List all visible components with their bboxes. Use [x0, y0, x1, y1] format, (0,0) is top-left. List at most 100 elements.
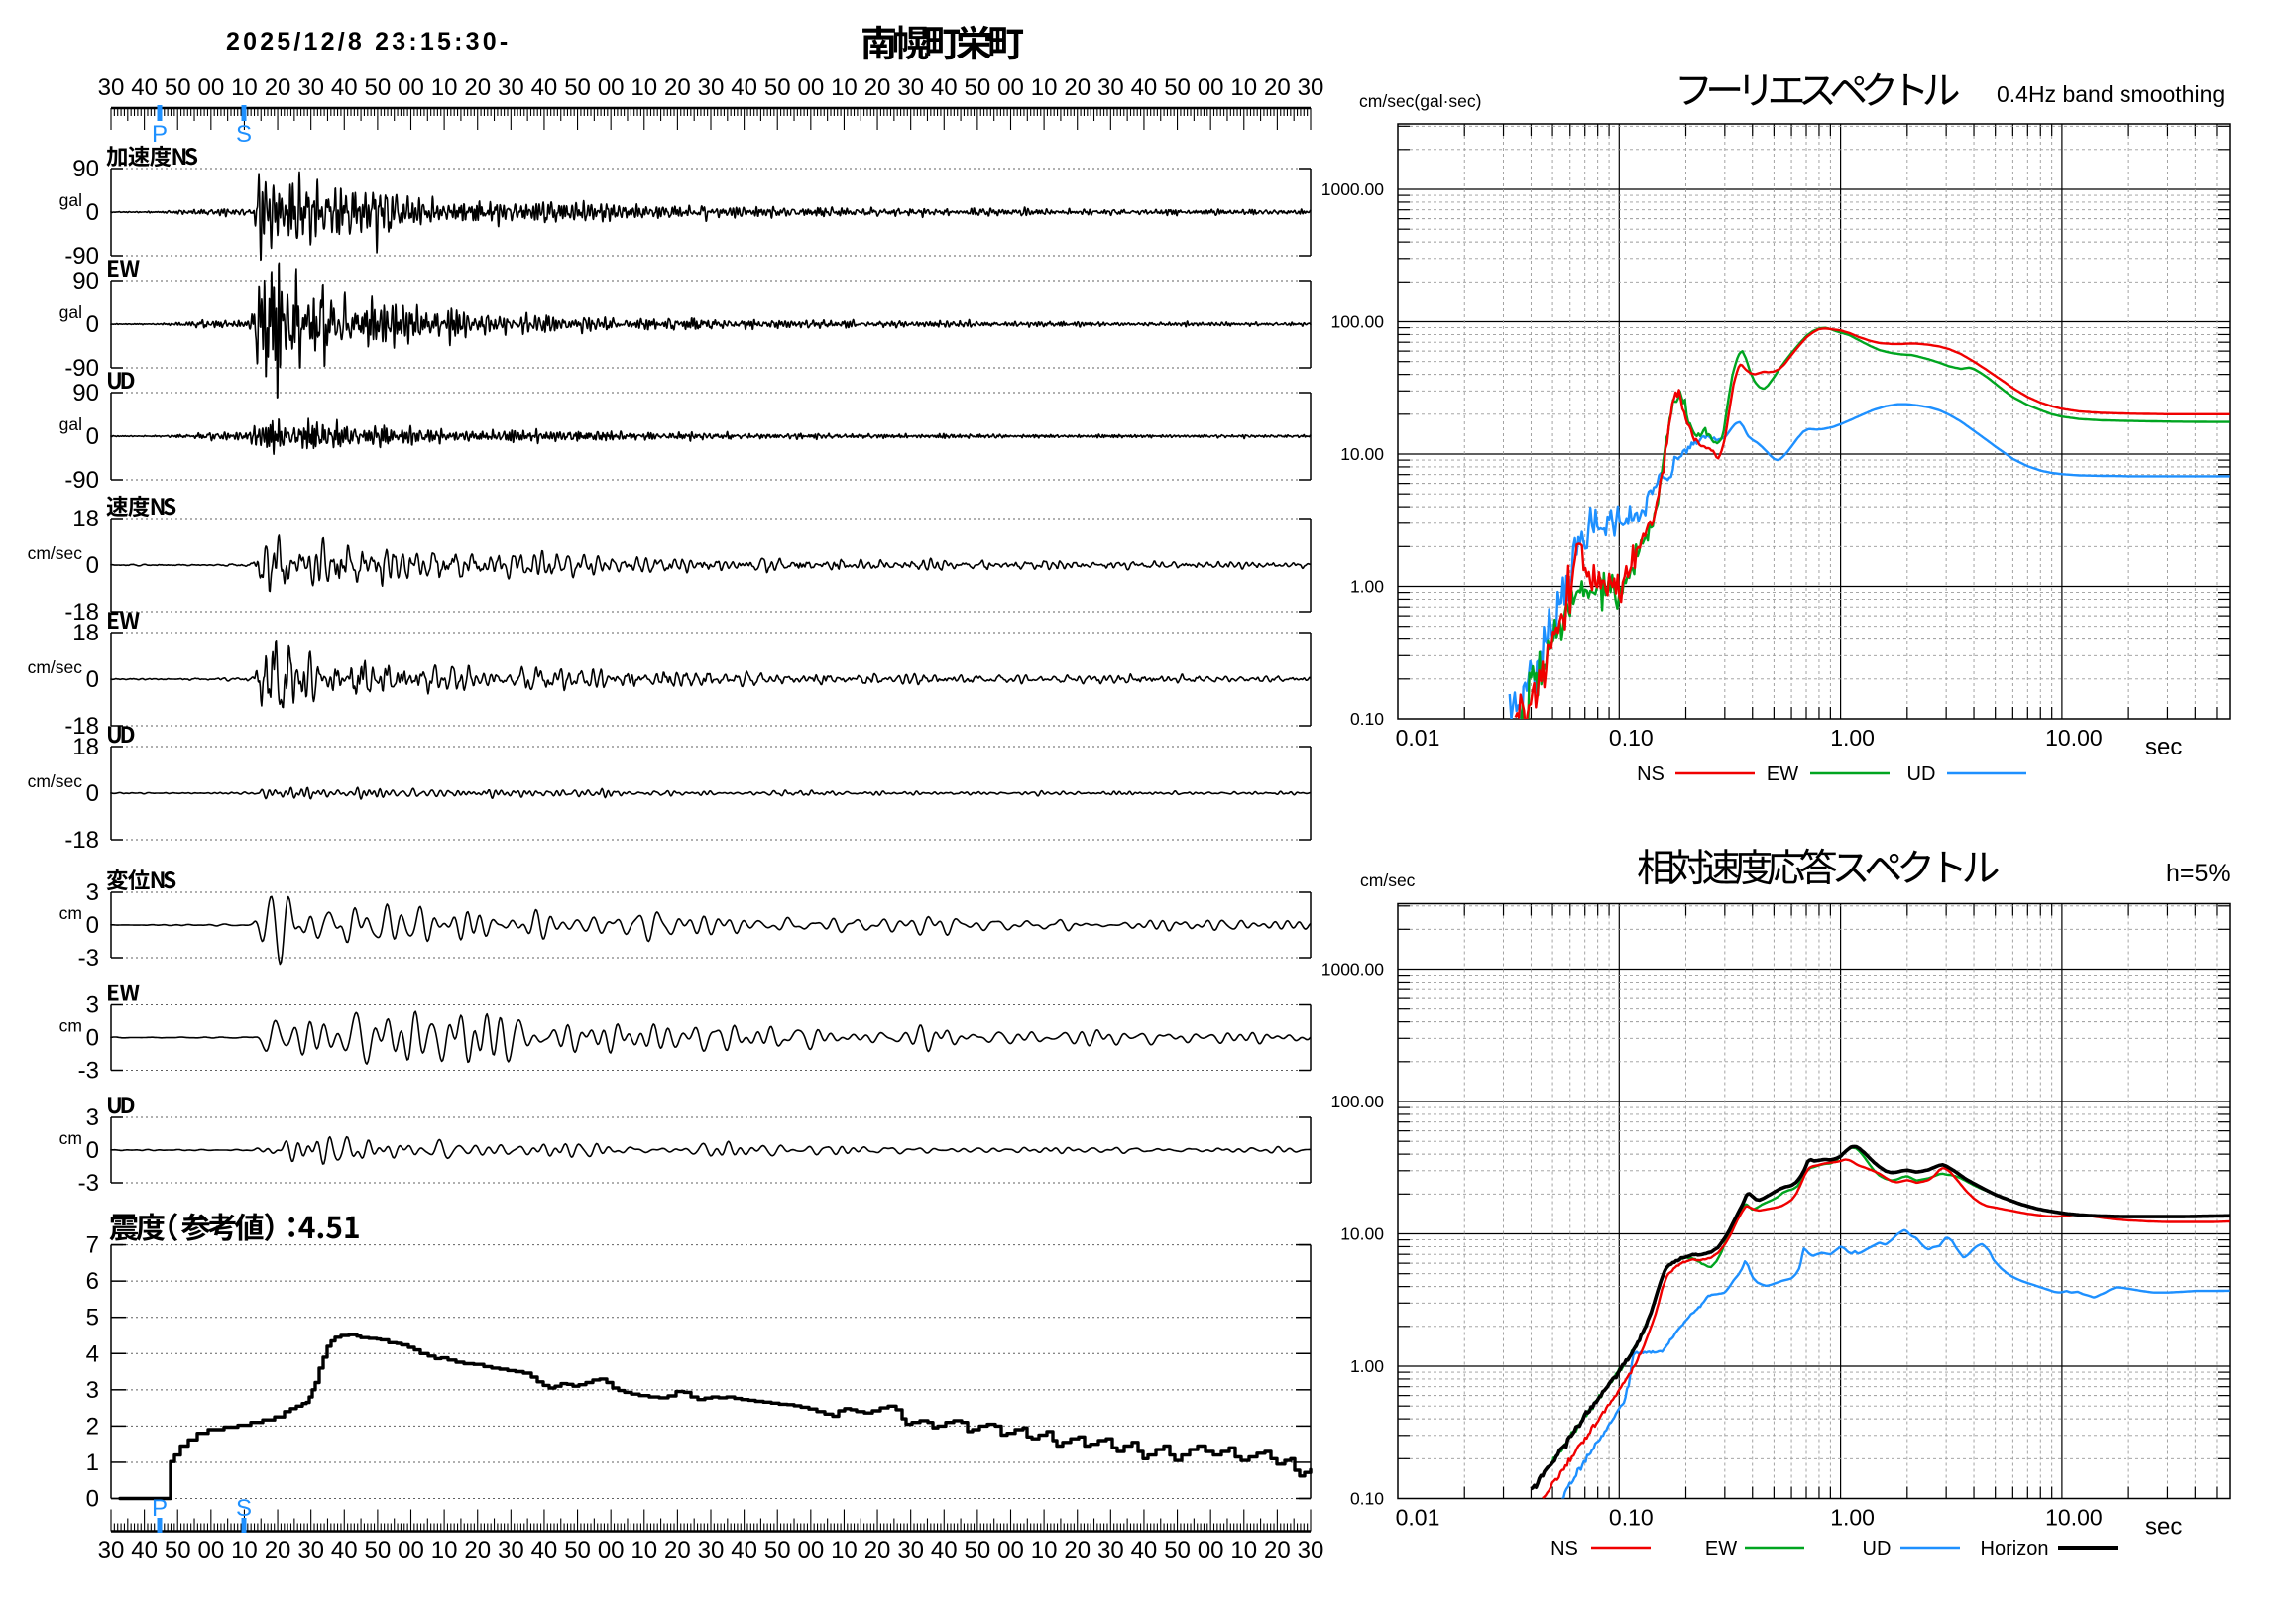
- svg-text:10: 10: [1031, 74, 1058, 101]
- svg-text:-3: -3: [78, 945, 99, 972]
- svg-text:1: 1: [86, 1449, 99, 1476]
- svg-text:40: 40: [131, 1537, 158, 1564]
- svg-text:4: 4: [86, 1340, 99, 1367]
- svg-text:50: 50: [764, 74, 791, 101]
- svg-text:3: 3: [86, 992, 99, 1019]
- svg-text:-90: -90: [64, 355, 99, 382]
- svg-text:0.4Hz band smoothing: 0.4Hz band smoothing: [1997, 81, 2225, 107]
- svg-text:0: 0: [86, 1137, 99, 1164]
- svg-text:cm/sec: cm/sec: [28, 657, 83, 677]
- svg-text:100.00: 100.00: [1330, 312, 1384, 332]
- svg-text:0: 0: [86, 666, 99, 693]
- svg-text:P: P: [152, 121, 168, 148]
- svg-text:30: 30: [1298, 1537, 1324, 1564]
- svg-text:40: 40: [731, 1537, 757, 1564]
- svg-text:20: 20: [1064, 1537, 1091, 1564]
- svg-text:0: 0: [86, 199, 99, 226]
- svg-text:3: 3: [86, 879, 99, 906]
- svg-text:0.10: 0.10: [1609, 1505, 1654, 1531]
- svg-text:30: 30: [297, 1537, 324, 1564]
- svg-text:-18: -18: [64, 713, 99, 740]
- svg-text:2025/12/8 23:15:30-: 2025/12/8 23:15:30-: [226, 28, 511, 56]
- svg-text:30: 30: [897, 1537, 924, 1564]
- svg-text:40: 40: [331, 74, 358, 101]
- svg-text:10: 10: [631, 1537, 657, 1564]
- svg-text:00: 00: [997, 1537, 1024, 1564]
- svg-text:90: 90: [72, 268, 99, 294]
- svg-text:40: 40: [531, 74, 558, 101]
- svg-text:0: 0: [86, 780, 99, 807]
- svg-text:10: 10: [631, 74, 657, 101]
- svg-text:7: 7: [86, 1232, 99, 1259]
- svg-text:10: 10: [1031, 1537, 1058, 1564]
- svg-text:20: 20: [864, 1537, 891, 1564]
- svg-text:EW: EW: [1705, 1538, 1737, 1560]
- svg-text:UD: UD: [1863, 1538, 1892, 1560]
- svg-text:30: 30: [98, 1537, 125, 1564]
- svg-text:90: 90: [72, 380, 99, 406]
- svg-text:50: 50: [165, 74, 191, 101]
- svg-text:18: 18: [72, 620, 99, 646]
- svg-text:00: 00: [197, 74, 224, 101]
- svg-text:30: 30: [1097, 1537, 1124, 1564]
- svg-text:3: 3: [86, 1377, 99, 1404]
- svg-text:20: 20: [1264, 1537, 1291, 1564]
- svg-text:40: 40: [931, 1537, 958, 1564]
- svg-text:5: 5: [86, 1305, 99, 1332]
- svg-text:10: 10: [1230, 74, 1257, 101]
- svg-text:50: 50: [965, 1537, 991, 1564]
- svg-text:50: 50: [1164, 74, 1191, 101]
- svg-text:00: 00: [398, 74, 424, 101]
- svg-text:50: 50: [965, 74, 991, 101]
- svg-text:S: S: [236, 1495, 252, 1522]
- svg-text:00: 00: [398, 1537, 424, 1564]
- svg-text:P: P: [152, 1495, 168, 1522]
- svg-text:cm/sec(gal·sec): cm/sec(gal·sec): [1359, 91, 1482, 111]
- svg-text:00: 00: [797, 1537, 824, 1564]
- svg-text:0.01: 0.01: [1396, 725, 1440, 751]
- svg-text:20: 20: [864, 74, 891, 101]
- svg-text:30: 30: [297, 74, 324, 101]
- svg-text:EW: EW: [1767, 763, 1798, 785]
- svg-text:40: 40: [731, 74, 757, 101]
- svg-text:40: 40: [931, 74, 958, 101]
- svg-text:00: 00: [1198, 74, 1224, 101]
- svg-text:90: 90: [72, 156, 99, 182]
- svg-text:00: 00: [1198, 1537, 1224, 1564]
- svg-text:20: 20: [664, 74, 691, 101]
- svg-text:-90: -90: [64, 467, 99, 494]
- svg-text:h=5%: h=5%: [2166, 860, 2231, 887]
- svg-text:-18: -18: [64, 599, 99, 626]
- svg-text:10: 10: [831, 1537, 858, 1564]
- svg-text:50: 50: [564, 1537, 591, 1564]
- svg-text:0: 0: [86, 1025, 99, 1052]
- svg-text:-3: -3: [78, 1170, 99, 1197]
- svg-text:40: 40: [131, 74, 158, 101]
- svg-text:00: 00: [598, 74, 625, 101]
- svg-text:20: 20: [464, 74, 491, 101]
- svg-text:0: 0: [86, 552, 99, 579]
- svg-text:S: S: [236, 121, 252, 148]
- svg-text:0: 0: [86, 423, 99, 450]
- svg-text:00: 00: [997, 74, 1024, 101]
- svg-text:30: 30: [698, 74, 725, 101]
- svg-text:10: 10: [831, 74, 858, 101]
- svg-text:10.00: 10.00: [2045, 1505, 2103, 1531]
- svg-text:10: 10: [431, 1537, 458, 1564]
- svg-text:20: 20: [1064, 74, 1091, 101]
- svg-text:50: 50: [1164, 1537, 1191, 1564]
- svg-text:0.10: 0.10: [1350, 709, 1384, 729]
- svg-text:6: 6: [86, 1268, 99, 1295]
- svg-text:1.00: 1.00: [1350, 1356, 1384, 1376]
- svg-text:40: 40: [531, 1537, 558, 1564]
- svg-text:30: 30: [498, 74, 524, 101]
- svg-text:30: 30: [498, 1537, 524, 1564]
- svg-text:UD: UD: [1907, 763, 1936, 785]
- svg-text:10.00: 10.00: [1340, 1224, 1384, 1244]
- svg-text:0.10: 0.10: [1350, 1489, 1384, 1509]
- svg-text:30: 30: [698, 1537, 725, 1564]
- svg-text:10: 10: [231, 74, 258, 101]
- svg-text:50: 50: [564, 74, 591, 101]
- svg-text:0: 0: [86, 311, 99, 338]
- svg-text:gal: gal: [59, 414, 82, 434]
